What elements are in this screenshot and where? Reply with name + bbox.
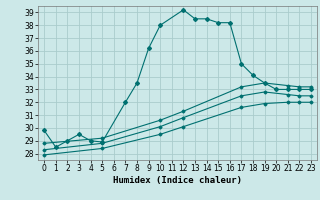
- X-axis label: Humidex (Indice chaleur): Humidex (Indice chaleur): [113, 176, 242, 185]
